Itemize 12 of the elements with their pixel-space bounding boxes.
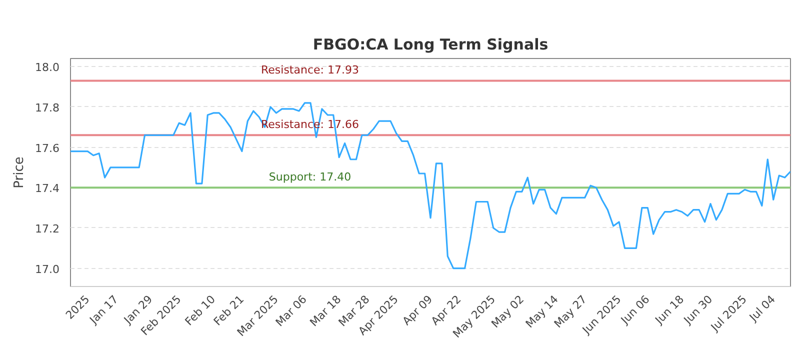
y-tick-label: 17.2 [35, 222, 60, 236]
line-series [70, 102, 790, 270]
y-tick-label: 18.0 [35, 61, 60, 74]
chart-title: FBGO:CA Long Term Signals [312, 36, 548, 54]
x-tick-label: Jul 04 [746, 292, 778, 325]
y-tick-label: 17.8 [35, 101, 60, 114]
ref-line-label: Resistance: 17.93 [261, 64, 359, 77]
y-tick-label: 17.6 [35, 142, 60, 155]
ref-line-label: Support: 17.40 [268, 170, 352, 184]
y-tick-label: 17.0 [35, 262, 60, 276]
y-tick-label: 17.4 [35, 182, 60, 196]
y-axis-title: Price [12, 156, 28, 188]
